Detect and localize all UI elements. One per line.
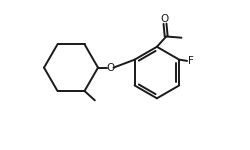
Text: F: F (188, 56, 194, 66)
Text: O: O (161, 14, 169, 24)
Text: O: O (106, 63, 114, 73)
